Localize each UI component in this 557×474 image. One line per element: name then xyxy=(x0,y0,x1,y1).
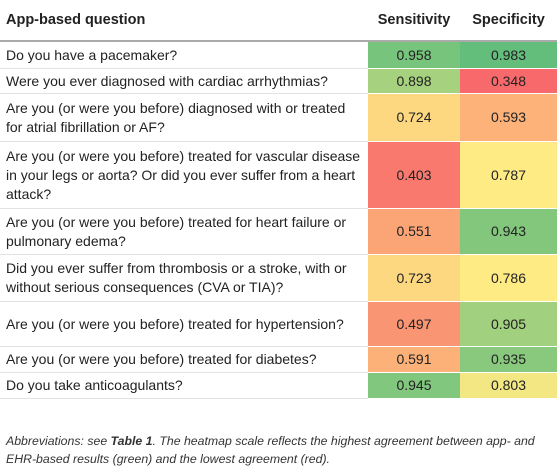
header-row: App-based question Sensitivity Specifici… xyxy=(0,0,557,42)
table-row: Do you have a pacemaker? 0.958 0.983 xyxy=(0,41,557,69)
question-cell: Are you (or were you before) treated for… xyxy=(0,346,368,373)
value-cell: 0.724 xyxy=(368,93,460,142)
table-row: Are you (or were you before) diagnosed w… xyxy=(0,93,557,142)
results-table: App-based question Sensitivity Specifici… xyxy=(0,0,557,399)
value-cell: 0.723 xyxy=(368,254,460,302)
value-cell: 0.935 xyxy=(460,346,557,373)
table-row: Are you (or were you before) treated for… xyxy=(0,141,557,209)
value-cell: 0.898 xyxy=(368,68,460,94)
value-cell: 0.905 xyxy=(460,301,557,347)
caption-text: . The heatmap scale reflects the highest… xyxy=(6,434,535,466)
value-cell: 0.983 xyxy=(460,41,557,69)
value-cell: 0.593 xyxy=(460,93,557,142)
question-cell: Were you ever diagnosed with cardiac arr… xyxy=(0,68,368,94)
header-cell: Specificity xyxy=(460,0,557,42)
header-cell: App-based question xyxy=(0,0,368,42)
value-cell: 0.403 xyxy=(368,141,460,209)
caption-ref: Table 1 xyxy=(110,434,153,448)
question-cell: Do you have a pacemaker? xyxy=(0,41,368,69)
table-row: Did you ever suffer from thrombosis or a… xyxy=(0,254,557,302)
value-cell: 0.348 xyxy=(460,68,557,94)
question-cell: Did you ever suffer from thrombosis or a… xyxy=(0,254,368,302)
table-row: Are you (or were you before) treated for… xyxy=(0,301,557,347)
value-cell: 0.958 xyxy=(368,41,460,69)
value-cell: 0.786 xyxy=(460,254,557,302)
value-cell: 0.787 xyxy=(460,141,557,209)
table-row: Do you take anticoagulants? 0.945 0.803 xyxy=(0,372,557,399)
value-cell: 0.945 xyxy=(368,372,460,399)
question-cell: Are you (or were you before) treated for… xyxy=(0,208,368,255)
question-cell: Are you (or were you before) diagnosed w… xyxy=(0,93,368,142)
value-cell: 0.943 xyxy=(460,208,557,255)
table-row: Were you ever diagnosed with cardiac arr… xyxy=(0,68,557,94)
value-cell: 0.497 xyxy=(368,301,460,347)
question-cell: Are you (or were you before) treated for… xyxy=(0,301,368,347)
question-cell: Are you (or were you before) treated for… xyxy=(0,141,368,209)
header-cell: Sensitivity xyxy=(368,0,460,42)
table-row: Are you (or were you before) treated for… xyxy=(0,346,557,373)
question-cell: Do you take anticoagulants? xyxy=(0,372,368,399)
caption: Abbreviations: see Table 1. The heatmap … xyxy=(6,432,554,468)
value-cell: 0.591 xyxy=(368,346,460,373)
value-cell: 0.803 xyxy=(460,372,557,399)
caption-text: Abbreviations: see xyxy=(6,434,111,448)
table-row: Are you (or were you before) treated for… xyxy=(0,208,557,255)
value-cell: 0.551 xyxy=(368,208,460,255)
